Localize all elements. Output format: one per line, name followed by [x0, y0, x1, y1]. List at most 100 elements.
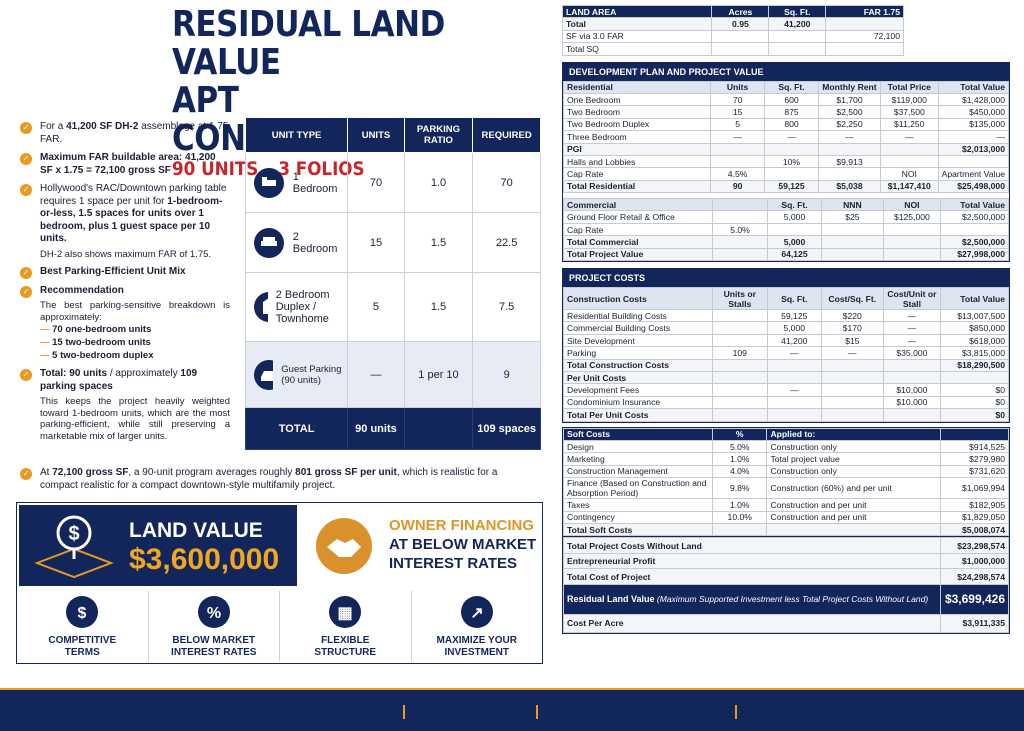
cell: [882, 247, 942, 262]
cell: —: [937, 130, 1010, 144]
cell: [766, 358, 823, 373]
text-segment: 72,100 gross SF: [52, 467, 129, 478]
cell: [882, 408, 942, 422]
residual-row: Residual Land Value (Maximum Supported I…: [563, 583, 1009, 615]
cell: 1.0%: [712, 452, 768, 466]
cell: [940, 427, 1009, 441]
cell: 64,125: [766, 247, 823, 262]
bullet-text: Maximum FAR buildable area: 41,200 SF x …: [40, 152, 230, 177]
cell: Construction and per unit: [766, 510, 942, 524]
separator: [735, 705, 737, 719]
cell: 59,125: [766, 309, 823, 323]
cell: 72,100: [825, 29, 904, 44]
bullet: Hollywood's RAC/Downtown parking table r…: [18, 183, 230, 260]
cell: NNN: [821, 198, 884, 212]
unit-type: 2 Bedroom: [247, 227, 346, 259]
feature-label: MAXIMIZE YOUR INVESTMENT: [436, 635, 517, 658]
cell: [821, 370, 884, 385]
cell: Cap Rate: [562, 222, 714, 237]
text-segment: 109 parking spaces: [40, 368, 198, 392]
cell: 5,000: [766, 235, 823, 249]
cell: Construction Management: [562, 464, 714, 479]
cell: [712, 210, 768, 224]
cell: [712, 358, 768, 373]
table-box: DEVELOPMENT PLAN AND PROJECT VALUE Reside…: [562, 61, 1010, 263]
feature: ▦ FLEXIBLE STRUCTURE: [279, 591, 411, 661]
row: Marketing 1.0% Total project value $279,980: [562, 452, 1009, 466]
financing: OWNER FINANCING AT BELOW MARKET INTEREST…: [389, 516, 536, 573]
cell: $1,700: [817, 92, 881, 107]
feature: $ COMPETITIVE TERMS: [17, 591, 148, 661]
cell: $5,038: [817, 179, 881, 194]
row: Total Construction Costs $18,290,500: [562, 358, 1009, 373]
cell: %: [712, 427, 768, 441]
cell: NOI: [882, 198, 942, 212]
cell: $35,000: [882, 346, 942, 360]
cell: [712, 522, 768, 537]
cell: [712, 198, 768, 212]
cell: [817, 167, 881, 181]
cell: —: [817, 130, 881, 144]
row: Total Cost of Project $24,298,574: [563, 568, 1009, 585]
cell: 70: [472, 152, 541, 213]
cell: $23,298,574: [940, 537, 1009, 554]
cell: 1.5: [403, 212, 474, 273]
cell: Halls and Lobbies: [562, 154, 712, 169]
cell: 5: [347, 272, 405, 342]
cell: [712, 395, 768, 410]
text-segment: Maximum FAR buildable area: 41,200 SF x …: [40, 152, 216, 176]
table: Residential Units Sq. Ft. Monthly Rent Total…: [562, 80, 1010, 194]
cell: Total Project Costs Without Land: [563, 537, 941, 554]
cell: $170: [821, 321, 884, 335]
row: Development Fees — $10,000 $0: [562, 383, 1009, 397]
cell: Cost/Unit or Stall: [882, 287, 942, 311]
text-segment: assemblage at 1.75 FAR.: [40, 121, 229, 145]
cell: Two Bedroom Duplex: [562, 117, 712, 132]
cell: Taxes: [562, 498, 714, 512]
bullet-note: DH-2 also shows maximum FAR of 1.75.: [40, 248, 212, 260]
row: Cap Rate 5.0%: [562, 222, 1009, 237]
row: Three Bedroom — — — — —: [562, 130, 1010, 144]
cell: [882, 222, 942, 237]
cell: [940, 222, 1009, 237]
cell: [763, 167, 819, 181]
cell: 2 Bedroom Duplex / Townhome: [244, 272, 349, 342]
cell: Residential Building Costs: [562, 309, 714, 323]
total-cell: TOTAL: [244, 407, 349, 450]
cell: Per Unit Costs: [562, 370, 714, 385]
row: Total Project Costs Without Land $23,298,…: [563, 537, 1009, 554]
cell: 70: [347, 152, 405, 213]
cell: Units: [710, 80, 765, 94]
land-value-label: LAND VALUE: [129, 519, 263, 542]
cell: Sq. Ft.: [768, 4, 827, 19]
cell: [712, 333, 768, 348]
total-cell: 109 spaces: [472, 407, 541, 450]
cell: Cost/Sq. Ft.: [821, 287, 884, 311]
cell: 5,000: [766, 210, 823, 224]
cell: [821, 383, 884, 397]
cell: $18,290,500: [940, 358, 1009, 373]
row: Design 5.0% Construction only $914,525: [562, 439, 1009, 454]
cell: [712, 247, 768, 262]
unit-row: 2 Bedroom Duplex / Townhome 5 1.5 7.5: [244, 272, 541, 342]
cell: Commercial: [562, 198, 714, 212]
cell: Total Residential: [562, 179, 712, 194]
cell: Site Development: [562, 333, 714, 348]
cell: 10%: [763, 154, 819, 169]
cell: [766, 395, 823, 410]
table-box: LAND AREA Acres Sq. Ft. FAR 1.75 Total 0.95 41…: [561, 4, 904, 56]
row: Total Soft Costs $5,008,074: [562, 522, 1009, 537]
row: Total 0.95 41,200: [561, 17, 904, 31]
cell: [766, 370, 823, 385]
bullet-text: Hollywood's RAC/Downtown parking table r…: [40, 183, 230, 246]
cell: [937, 154, 1010, 169]
cell: [712, 370, 768, 385]
cell: $27,998,000: [940, 247, 1009, 262]
row: Ground Floor Retail & Office 5,000 $25 $125…: [562, 210, 1009, 224]
cell: Total Construction Costs: [562, 358, 714, 373]
cell: [821, 222, 884, 237]
cell: [711, 42, 770, 56]
financing-line: AT BELOW MARKET: [389, 536, 537, 553]
cell: $10,000: [882, 383, 942, 397]
